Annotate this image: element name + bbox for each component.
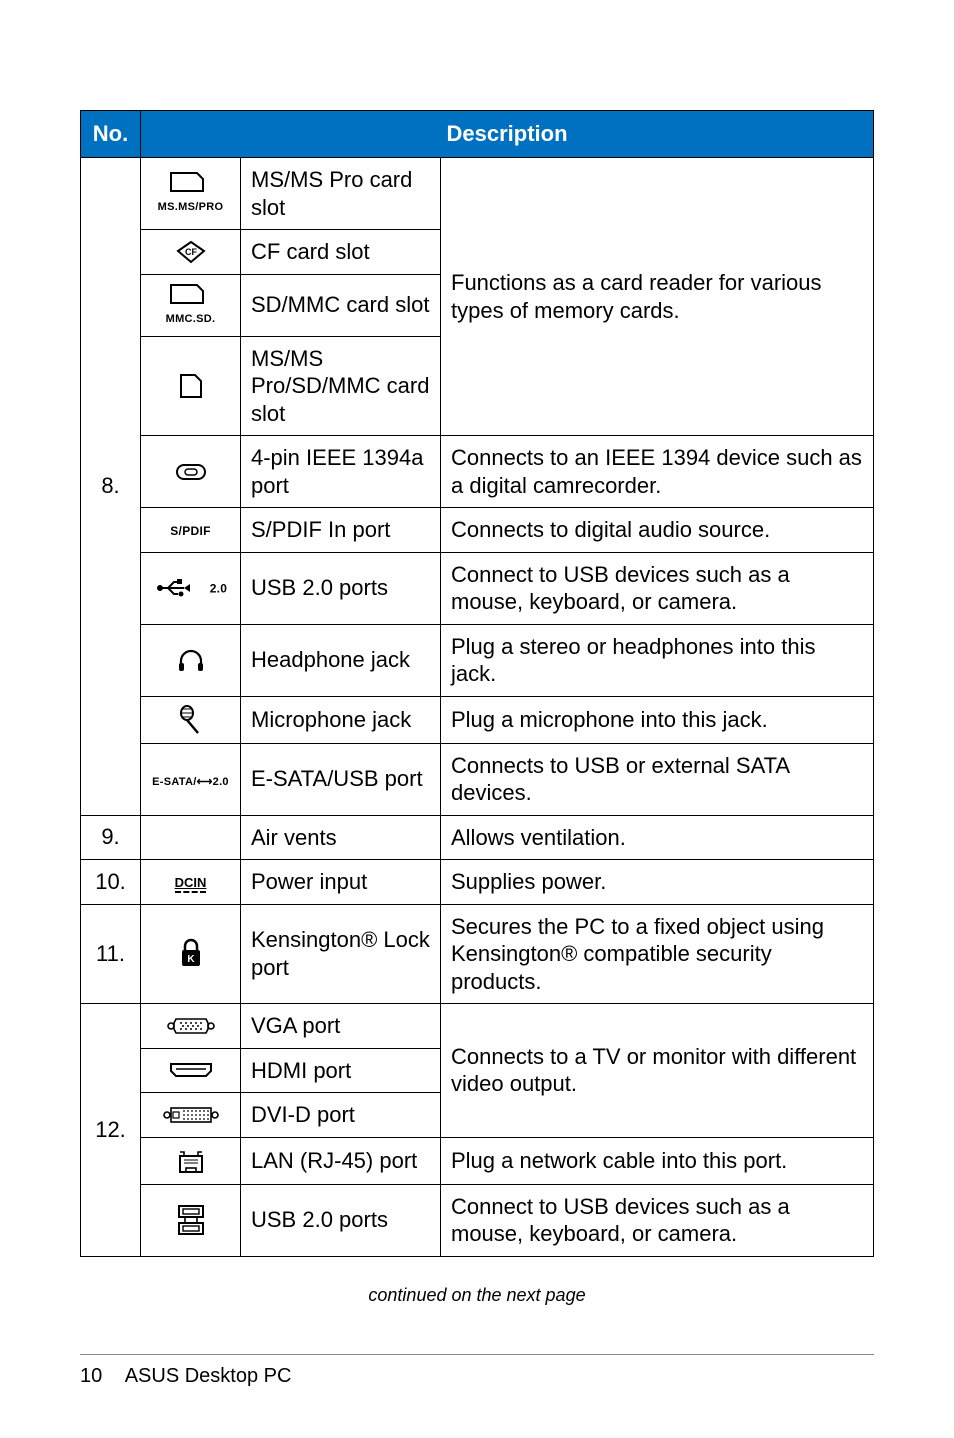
dvid-icon <box>141 1093 241 1138</box>
table-row: S/PDIF S/PDIF In port Connects to digita… <box>81 508 874 553</box>
port-desc: Connect to USB devices such as a mouse, … <box>441 1184 874 1256</box>
spdif-icon: S/PDIF <box>141 508 241 553</box>
usb2-icon: 2.0 <box>141 552 241 624</box>
table-row: 11. K Kensington® Lock port Secures the … <box>81 904 874 1004</box>
cf-icon: CF <box>141 230 241 275</box>
table-row: Headphone jack Plug a stereo or headphon… <box>81 624 874 696</box>
port-name: Kensington® Lock port <box>241 904 441 1004</box>
table-row: E-SATA/⟷2.0 E-SATA/USB port Connects to … <box>81 743 874 815</box>
svg-text:CF: CF <box>185 247 197 257</box>
page: No. Description 8. MS.MS/PRO MS/MS Pro c… <box>0 0 954 1438</box>
port-name: Headphone jack <box>241 624 441 696</box>
row-no: 12. <box>81 1004 141 1257</box>
port-desc: Functions as a card reader for various t… <box>441 158 874 436</box>
port-name: HDMI port <box>241 1048 441 1093</box>
ms-ms-pro-icon: MS.MS/PRO <box>141 158 241 230</box>
port-name: DVI-D port <box>241 1093 441 1138</box>
svg-text:K: K <box>187 954 195 965</box>
port-desc: Plug a network cable into this port. <box>441 1137 874 1184</box>
table-row: 2.0 USB 2.0 ports Connect to USB devices… <box>81 552 874 624</box>
port-name: Microphone jack <box>241 696 441 743</box>
mmc-sd-icon: MMC.SD. <box>141 274 241 336</box>
port-name: USB 2.0 ports <box>241 1184 441 1256</box>
header-description: Description <box>141 111 874 158</box>
row-no: 11. <box>81 904 141 1004</box>
usb-stack-icon <box>141 1184 241 1256</box>
icon-label: MMC.SD. <box>166 313 216 325</box>
port-name: LAN (RJ-45) port <box>241 1137 441 1184</box>
port-name: SD/MMC card slot <box>241 274 441 336</box>
port-name: USB 2.0 ports <box>241 552 441 624</box>
kensington-icon: K <box>141 904 241 1004</box>
table-row: Microphone jack Plug a microphone into t… <box>81 696 874 743</box>
port-desc: Connects to digital audio source. <box>441 508 874 553</box>
page-number: 10 <box>80 1365 102 1388</box>
table-row: 10. DCIN Power input Supplies power. <box>81 860 874 905</box>
icon-label: S/PDIF <box>170 524 210 538</box>
table-row: 9. Air vents Allows ventilation. <box>81 815 874 860</box>
port-name: Air vents <box>241 815 441 860</box>
icon-label: DCIN <box>175 875 207 893</box>
port-desc: Allows ventilation. <box>441 815 874 860</box>
port-desc: Connect to USB devices such as a mouse, … <box>441 552 874 624</box>
vga-icon <box>141 1004 241 1049</box>
table-row: 12. VGA port Connects to a TV or monitor… <box>81 1004 874 1049</box>
port-name: Power input <box>241 860 441 905</box>
table-row: LAN (RJ-45) port Plug a network cable in… <box>81 1137 874 1184</box>
port-desc: Connects to an IEEE 1394 device such as … <box>441 436 874 508</box>
port-name: S/PDIF In port <box>241 508 441 553</box>
port-desc: Connects to USB or external SATA devices… <box>441 743 874 815</box>
table-row: 8. MS.MS/PRO MS/MS Pro card slot Functio… <box>81 158 874 230</box>
icon-label: MS.MS/PRO <box>158 201 224 213</box>
port-name: VGA port <box>241 1004 441 1049</box>
headphone-icon <box>141 624 241 696</box>
continuation-note: continued on the next page <box>80 1285 874 1306</box>
port-name: CF card slot <box>241 230 441 275</box>
combo-card-icon <box>141 336 241 436</box>
footer-title: ASUS Desktop PC <box>125 1365 292 1387</box>
dcin-icon: DCIN <box>141 860 241 905</box>
port-desc: Plug a stereo or headphones into this ja… <box>441 624 874 696</box>
ieee1394-icon <box>141 436 241 508</box>
port-desc: Connects to a TV or monitor with differe… <box>441 1004 874 1138</box>
row-no: 8. <box>81 158 141 816</box>
row-no: 9. <box>81 815 141 860</box>
table-row: 4-pin IEEE 1394a port Connects to an IEE… <box>81 436 874 508</box>
header-no: No. <box>81 111 141 158</box>
table-row: USB 2.0 ports Connect to USB devices suc… <box>81 1184 874 1256</box>
page-footer: 10 ASUS Desktop PC <box>80 1354 874 1388</box>
icon-label: 2.0 <box>210 581 228 595</box>
port-desc: Secures the PC to a fixed object using K… <box>441 904 874 1004</box>
table-header-row: No. Description <box>81 111 874 158</box>
port-name: 4-pin IEEE 1394a port <box>241 436 441 508</box>
blank-icon <box>141 815 241 860</box>
port-name: MS/MS Pro/SD/MMC card slot <box>241 336 441 436</box>
row-no: 10. <box>81 860 141 905</box>
port-name: E-SATA/USB port <box>241 743 441 815</box>
hdmi-icon <box>141 1048 241 1093</box>
esata-usb-icon: E-SATA/⟷2.0 <box>141 743 241 815</box>
port-desc: Plug a microphone into this jack. <box>441 696 874 743</box>
spec-table: No. Description 8. MS.MS/PRO MS/MS Pro c… <box>80 110 874 1257</box>
icon-label: E-SATA/⟷2.0 <box>152 776 229 788</box>
port-desc: Supplies power. <box>441 860 874 905</box>
microphone-icon <box>141 696 241 743</box>
lan-icon <box>141 1137 241 1184</box>
port-name: MS/MS Pro card slot <box>241 158 441 230</box>
